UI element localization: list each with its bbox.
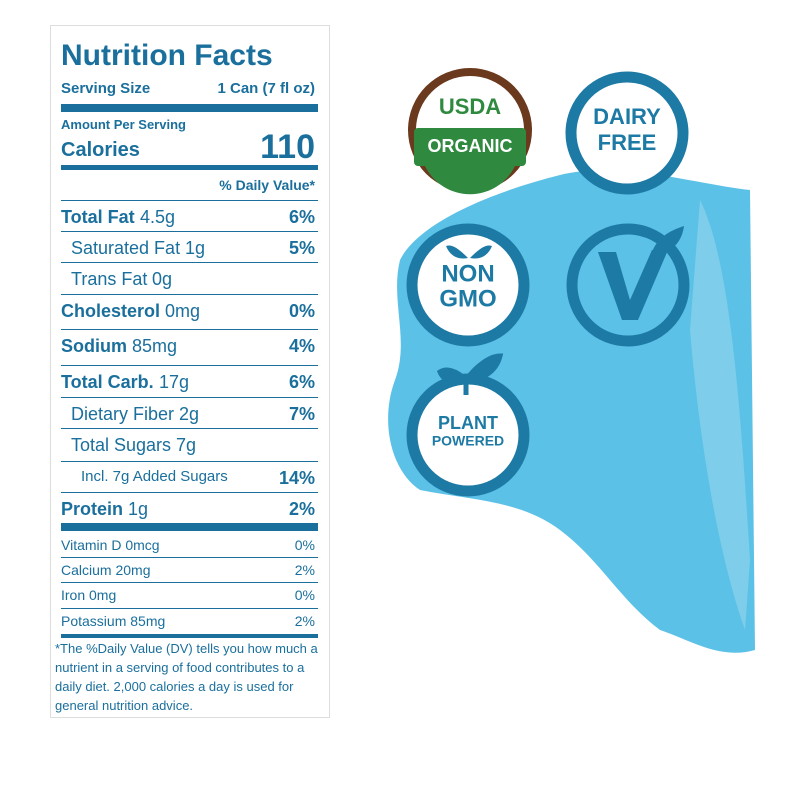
calories-label: Calories [61, 139, 140, 161]
vitamin-dv: 0% [294, 537, 315, 553]
rule [61, 262, 318, 263]
vitamin-name: Calcium 20mg [61, 562, 151, 578]
badge-text: USDA [439, 94, 501, 119]
nutrient-dv: 7% [288, 404, 315, 424]
nutrient-dv: 5% [288, 238, 315, 258]
nutrient-dv: 0% [288, 301, 315, 321]
nutrient-name: Total Sugars [71, 435, 172, 455]
rule [61, 104, 318, 112]
serving-value: 1 Can (7 fl oz) [217, 80, 315, 97]
nutrient-name: Cholesterol [61, 301, 161, 321]
rule [61, 608, 318, 609]
vitamin-name: Vitamin D 0mcg [61, 537, 160, 553]
nutrition-label: Nutrition Facts Serving Size 1 Can (7 fl o… [50, 25, 330, 718]
nutrient-dv: 14% [278, 468, 315, 488]
badge-text: DAIRY [593, 104, 661, 129]
rule [61, 231, 318, 232]
splash [690, 200, 750, 630]
nutrient-amount: 17g [159, 372, 190, 392]
nutrient-amount: 7g [176, 435, 197, 455]
badge-text: NON [441, 260, 494, 287]
rule [61, 523, 318, 531]
dv-header: % Daily Value* [219, 177, 315, 193]
vitamin-dv: 2% [294, 613, 315, 629]
nutrient-amount: 0mg [165, 301, 201, 321]
badge-text: FREE [598, 130, 657, 155]
badge-text: GMO [439, 285, 496, 312]
nutrient-amount: 1g [128, 499, 149, 519]
nutrient-dv: 4% [288, 336, 315, 356]
rule [61, 461, 318, 462]
non-gmo-badge [406, 223, 530, 347]
nutrient-dv: 6% [288, 372, 315, 392]
nutrient-name: Saturated Fat [71, 238, 181, 258]
nutrient-name: Trans Fat [71, 269, 148, 289]
rule [61, 165, 318, 170]
title: Nutrition Facts [61, 39, 273, 72]
rule [61, 582, 318, 583]
vitamin-name: Potassium 85mg [61, 613, 166, 629]
nutrient-dv: 6% [288, 207, 315, 227]
nutrient-name: Total Fat [61, 207, 135, 227]
rule [61, 557, 318, 558]
serving-label: Serving Size [61, 80, 151, 97]
calories-value: 110 [260, 128, 315, 166]
footnote: *The %Daily Value (DV) tells you how muc… [55, 641, 318, 713]
rule [61, 634, 318, 638]
nutrient-amount: 85mg [132, 336, 178, 356]
badge-text: ORGANIC [428, 136, 513, 156]
amount-per-serving: Amount Per Serving [61, 117, 186, 132]
nutrient-name: Incl. 7g Added Sugars [81, 468, 228, 485]
nutrient-name: Protein [61, 499, 124, 519]
rule [61, 492, 318, 493]
nutrient-amount: 2g [179, 404, 200, 424]
vitamin-dv: 0% [294, 587, 315, 603]
vegan-badge [566, 223, 690, 347]
badge-text: POWERED [432, 433, 504, 449]
plant-powered-badge [406, 353, 530, 497]
badge-text: PLANT [438, 413, 498, 433]
rule [61, 428, 318, 429]
nutrient-name: Sodium [61, 336, 127, 356]
nutrient-amount: 1g [185, 238, 206, 258]
nutrient-name: Dietary Fiber [71, 404, 175, 424]
usda-badge [408, 68, 532, 195]
rule [61, 200, 318, 201]
rule [61, 397, 318, 398]
rule [61, 365, 318, 366]
nutrient-name: Total Carb. [61, 372, 154, 392]
rule [61, 329, 318, 330]
nutrient-amount: 4.5g [140, 207, 176, 227]
vitamin-dv: 2% [294, 562, 315, 578]
nutrient-amount: 0g [152, 269, 173, 289]
rule [61, 294, 318, 295]
dairy-free-badge [565, 71, 689, 195]
vitamin-name: Iron 0mg [61, 587, 117, 603]
nutrient-dv: 2% [288, 499, 315, 519]
